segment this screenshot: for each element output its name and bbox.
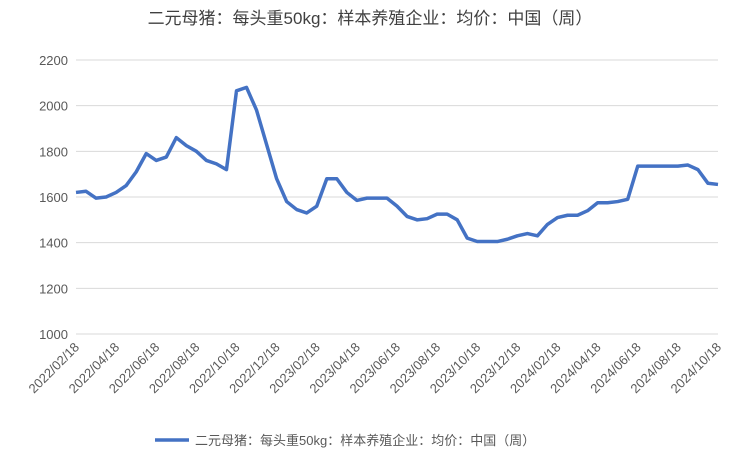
y-tick-label: 1800 <box>39 144 68 159</box>
y-tick-label: 2000 <box>39 99 68 114</box>
y-tick-label: 2200 <box>39 53 68 68</box>
y-tick-label: 1600 <box>39 190 68 205</box>
legend-label: 二元母猪：每头重50kg：样本养殖企业：均价：中国（周） <box>195 433 535 448</box>
y-tick-label: 1000 <box>39 327 68 342</box>
chart-title: 二元母猪：每头重50kg：样本养殖企业：均价：中国（周） <box>148 9 593 28</box>
y-tick-label: 1200 <box>39 281 68 296</box>
y-tick-label: 1400 <box>39 236 68 251</box>
data-line <box>75 85 719 244</box>
